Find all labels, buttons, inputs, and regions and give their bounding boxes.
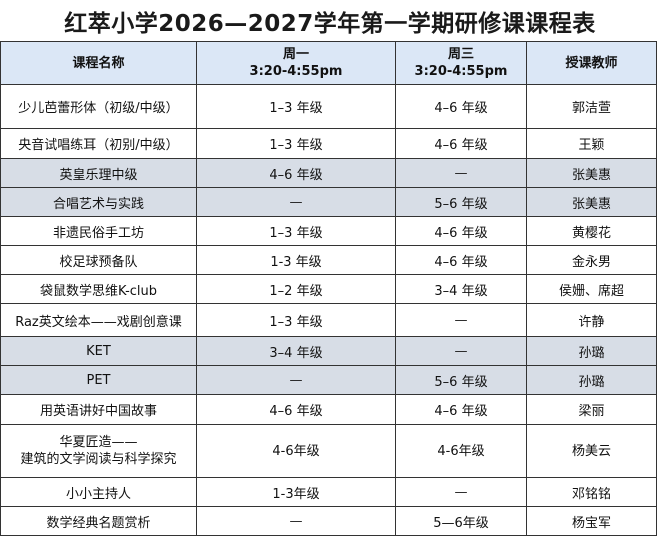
table-row: 数学经典名题赏析 — 5—6年级 杨宝军 xyxy=(0,506,657,536)
course-name: 数学经典名题赏析 xyxy=(0,506,197,536)
page-title: 红萃小学2026—2027学年第一学期研修课课程表 xyxy=(64,10,596,37)
teacher-name: 金永男 xyxy=(526,245,657,275)
course-name: 合唱艺术与实践 xyxy=(0,187,197,217)
wednesday-grade: 4-6年级 xyxy=(395,424,527,478)
teacher-name: 张美惠 xyxy=(526,187,657,217)
teacher-name: 梁丽 xyxy=(526,394,657,425)
monday-grade: — xyxy=(196,187,396,217)
header-monday: 周一 3:20-4:55pm xyxy=(196,41,396,85)
wednesday-grade: 4–6 年级 xyxy=(395,394,527,425)
course-name-line-1: 华夏匠造—— xyxy=(59,435,138,450)
wednesday-grade: 3–4 年级 xyxy=(395,274,527,304)
course-name: 校足球预备队 xyxy=(0,245,197,275)
header-wednesday-time: 3:20-4:55pm xyxy=(414,64,508,79)
wednesday-grade: — xyxy=(395,336,527,366)
header-monday-day: 周一 xyxy=(282,47,309,62)
table-row: 英皇乐理中级 4–6 年级 — 张美惠 xyxy=(0,158,657,188)
wednesday-grade: — xyxy=(395,477,527,507)
wednesday-grade: 4–6 年级 xyxy=(395,84,527,129)
teacher-name: 张美惠 xyxy=(526,158,657,188)
header-wednesday: 周三 3:20-4:55pm xyxy=(395,41,527,85)
course-name: 少儿芭蕾形体（初级/中级） xyxy=(0,84,197,129)
wednesday-grade: — xyxy=(395,303,527,337)
course-name: KET xyxy=(0,336,197,366)
header-row: 课程名称 周一 3:20-4:55pm 周三 3:20-4:55pm 授课教师 xyxy=(0,41,657,85)
monday-grade: 3–4 年级 xyxy=(196,336,396,366)
course-name: 小小主持人 xyxy=(0,477,197,507)
table-row: 央音试唱练耳（初别/中级） 1–3 年级 4–6 年级 王颖 xyxy=(0,128,657,159)
table-row: 少儿芭蕾形体（初级/中级） 1–3 年级 4–6 年级 郭洁萱 xyxy=(0,84,657,129)
course-name: PET xyxy=(0,365,197,395)
monday-grade: 1–3 年级 xyxy=(196,303,396,337)
course-name: 华夏匠造—— 建筑的文学阅读与科学探究 xyxy=(0,424,197,478)
teacher-name: 孙璐 xyxy=(526,336,657,366)
course-name-line-2: 建筑的文学阅读与科学探究 xyxy=(20,452,177,467)
wednesday-grade: 4–6 年级 xyxy=(395,245,527,275)
header-course: 课程名称 xyxy=(0,41,197,85)
monday-grade: 1–3 年级 xyxy=(196,128,396,159)
header-monday-time: 3:20-4:55pm xyxy=(249,64,343,79)
teacher-name: 杨宝军 xyxy=(526,506,657,536)
teacher-name: 许静 xyxy=(526,303,657,337)
table-row: 袋鼠数学思维K-club 1–2 年级 3–4 年级 侯姗、席超 xyxy=(0,274,657,304)
table-row: 校足球预备队 1-3 年级 4–6 年级 金永男 xyxy=(0,245,657,275)
teacher-name: 黄樱花 xyxy=(526,216,657,246)
monday-grade: — xyxy=(196,365,396,395)
schedule-table: 课程名称 周一 3:20-4:55pm 周三 3:20-4:55pm 授课教师 … xyxy=(0,41,657,536)
wednesday-grade: — xyxy=(395,158,527,188)
header-wednesday-day: 周三 xyxy=(447,47,474,62)
wednesday-grade: 5—6年级 xyxy=(395,506,527,536)
wednesday-grade: 5–6 年级 xyxy=(395,187,527,217)
course-name: 用英语讲好中国故事 xyxy=(0,394,197,425)
teacher-name: 王颖 xyxy=(526,128,657,159)
table-row: 合唱艺术与实践 — 5–6 年级 张美惠 xyxy=(0,187,657,217)
teacher-name: 孙璐 xyxy=(526,365,657,395)
monday-grade: 1-3年级 xyxy=(196,477,396,507)
table-row: 小小主持人 1-3年级 — 邓铭铭 xyxy=(0,477,657,507)
table-row: 华夏匠造—— 建筑的文学阅读与科学探究 4-6年级 4-6年级 杨美云 xyxy=(0,424,657,478)
wednesday-grade: 4–6 年级 xyxy=(395,128,527,159)
course-name: Raz英文绘本——戏剧创意课 xyxy=(0,303,197,337)
monday-grade: 1–3 年级 xyxy=(196,84,396,129)
course-name: 央音试唱练耳（初别/中级） xyxy=(0,128,197,159)
monday-grade: 4-6年级 xyxy=(196,424,396,478)
course-name: 英皇乐理中级 xyxy=(0,158,197,188)
monday-grade: 1–2 年级 xyxy=(196,274,396,304)
table-row: 非遗民俗手工坊 1–3 年级 4–6 年级 黄樱花 xyxy=(0,216,657,246)
table-row: PET — 5–6 年级 孙璐 xyxy=(0,365,657,395)
monday-grade: — xyxy=(196,506,396,536)
monday-grade: 1–3 年级 xyxy=(196,216,396,246)
teacher-name: 邓铭铭 xyxy=(526,477,657,507)
teacher-name: 郭洁萱 xyxy=(526,84,657,129)
header-teacher: 授课教师 xyxy=(526,41,657,85)
teacher-name: 侯姗、席超 xyxy=(526,274,657,304)
wednesday-grade: 5–6 年级 xyxy=(395,365,527,395)
table-row: Raz英文绘本——戏剧创意课 1–3 年级 — 许静 xyxy=(0,303,657,337)
monday-grade: 1-3 年级 xyxy=(196,245,396,275)
course-name: 袋鼠数学思维K-club xyxy=(0,274,197,304)
monday-grade: 4–6 年级 xyxy=(196,394,396,425)
table-row: KET 3–4 年级 — 孙璐 xyxy=(0,336,657,366)
course-name: 非遗民俗手工坊 xyxy=(0,216,197,246)
table-row: 用英语讲好中国故事 4–6 年级 4–6 年级 梁丽 xyxy=(0,394,657,425)
wednesday-grade: 4–6 年级 xyxy=(395,216,527,246)
monday-grade: 4–6 年级 xyxy=(196,158,396,188)
teacher-name: 杨美云 xyxy=(526,424,657,478)
